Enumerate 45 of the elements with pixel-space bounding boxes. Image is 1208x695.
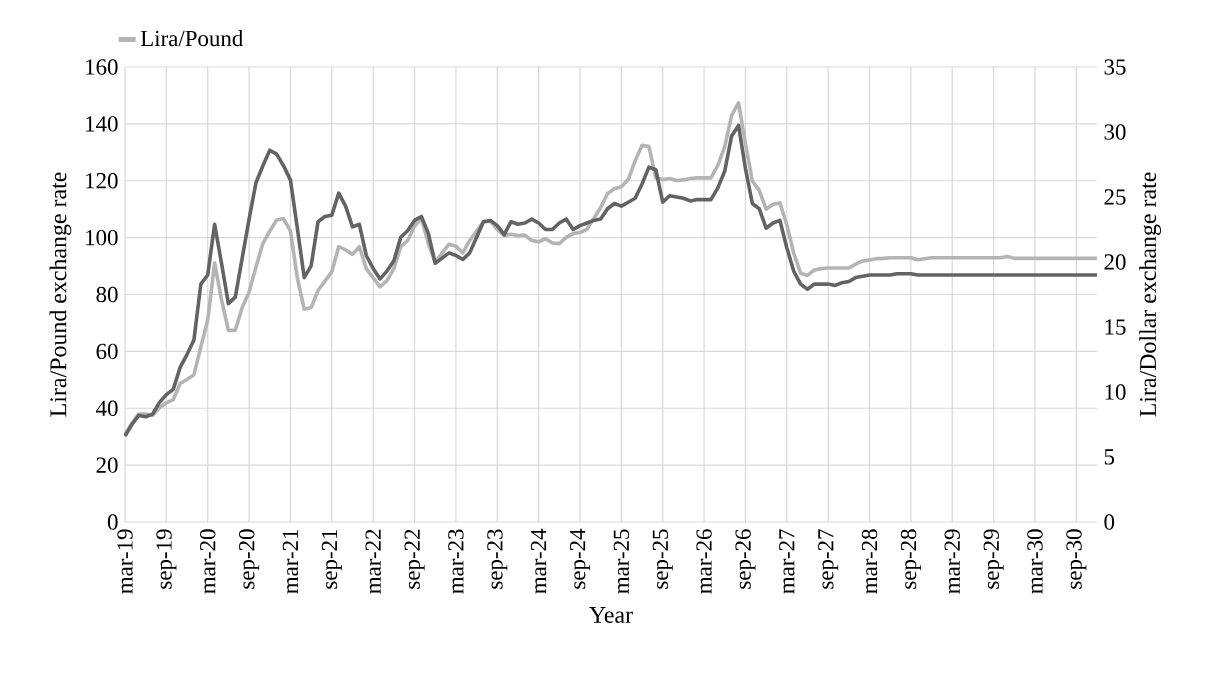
x-tick-label: sep-22 — [404, 529, 425, 589]
y2-tick-label: 35 — [1104, 59, 1126, 75]
x-tick-label: sep-28 — [900, 529, 921, 589]
x-tick-label: mar-28 — [861, 529, 878, 594]
x-tick-label: sep-26 — [735, 529, 756, 589]
x-tick-label: sep-23 — [487, 529, 508, 589]
y2-tick-label: 15 — [1105, 319, 1126, 335]
y-tick-label: 0 — [107, 514, 118, 530]
y-tick-label: 40 — [96, 400, 118, 416]
x-tick-label: mar-22 — [365, 529, 381, 594]
y-tick-label: 160 — [86, 59, 118, 75]
y2-tick-label: 20 — [1104, 254, 1126, 270]
y-tick-label: 20 — [96, 457, 118, 473]
x-axis-title: Year — [589, 607, 633, 623]
x-tick-label: sep-19 — [156, 529, 177, 589]
y-tick-label: 100 — [86, 229, 118, 246]
y2-tick-label: 5 — [1104, 449, 1115, 465]
y-tick-label: 140 — [86, 116, 118, 132]
y2-tick-label: 30 — [1104, 124, 1126, 140]
x-tick-label: mar-27 — [779, 529, 795, 594]
legend-label: Lira/Pound — [140, 30, 244, 47]
x-tick-label: sep-29 — [983, 529, 1004, 589]
x-tick-label: mar-29 — [944, 529, 960, 594]
x-tick-label: mar-20 — [199, 529, 216, 594]
x-tick-label: mar-24 — [530, 528, 547, 594]
x-tick-label: sep-20 — [239, 529, 260, 589]
x-tick-label: sep-25 — [652, 529, 673, 589]
x-tick-label: sep-30 — [1066, 529, 1087, 589]
x-tick-label: mar-21 — [282, 529, 299, 594]
y2-axis-title: Lira/Dollar exchange rate — [1139, 172, 1161, 417]
y-axis-title: Lira/Pound exchange rate — [49, 172, 72, 417]
y-tick-label: 80 — [96, 286, 118, 303]
y2-tick-label: 0 — [1104, 514, 1115, 530]
x-tick-label: mar-19 — [117, 529, 133, 594]
x-tick-label: mar-23 — [448, 529, 464, 594]
x-tick-label: mar-30 — [1027, 529, 1043, 594]
y-tick-label: 60 — [96, 343, 118, 360]
x-tick-label: mar-25 — [613, 529, 630, 594]
x-tick-label: sep-27 — [818, 529, 839, 589]
x-tick-label: sep-21 — [321, 529, 342, 589]
y-tick-label: 120 — [86, 173, 118, 189]
y2-tick-label: 10 — [1105, 384, 1126, 400]
x-tick-label: mar-26 — [696, 529, 712, 594]
y2-tick-label: 25 — [1104, 189, 1126, 205]
x-tick-label: sep-24 — [569, 528, 591, 589]
